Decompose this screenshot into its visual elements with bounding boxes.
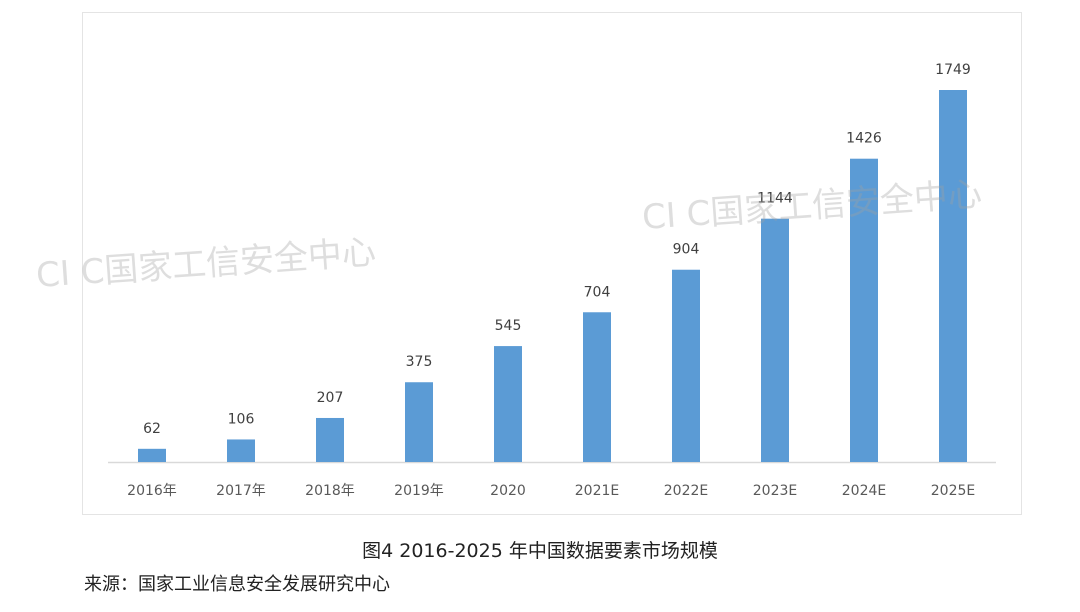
- data-label: 904: [673, 242, 700, 258]
- x-tick-label: 2025E: [931, 483, 975, 499]
- data-label: 545: [495, 318, 522, 334]
- data-label: 1749: [935, 62, 971, 78]
- x-tick-label: 2023E: [753, 483, 797, 499]
- bar: [850, 158, 878, 462]
- chart-title: 图4 2016-2025 年中国数据要素市场规模: [362, 540, 718, 562]
- bar: [939, 90, 967, 462]
- bar: [583, 312, 611, 462]
- x-tick-label: 2020: [490, 483, 526, 499]
- data-label: 62: [143, 421, 161, 437]
- data-label: 1426: [846, 131, 882, 147]
- x-tick-label: 2016年: [127, 483, 177, 499]
- bar: [761, 218, 789, 462]
- data-label: 1144: [757, 191, 793, 207]
- bar: [672, 269, 700, 462]
- bar: [494, 346, 522, 462]
- data-label: 106: [228, 411, 255, 427]
- x-tick-label: 2024E: [842, 483, 886, 499]
- x-tick-label: 2022E: [664, 483, 708, 499]
- x-tick-label: 2018年: [305, 483, 355, 499]
- x-tick-label: 2019年: [394, 483, 444, 499]
- bar: [138, 448, 166, 462]
- bar: [316, 417, 344, 462]
- data-label: 207: [317, 390, 344, 406]
- x-tick-label: 2017年: [216, 483, 266, 499]
- x-tick-label: 2021E: [575, 483, 619, 499]
- chart-frame: [82, 12, 1022, 515]
- data-label: 375: [406, 354, 433, 370]
- data-label: 704: [584, 284, 611, 300]
- bar: [405, 382, 433, 462]
- bar: [227, 439, 255, 462]
- source-note: 来源：国家工业信息安全发展研究中心: [84, 574, 390, 595]
